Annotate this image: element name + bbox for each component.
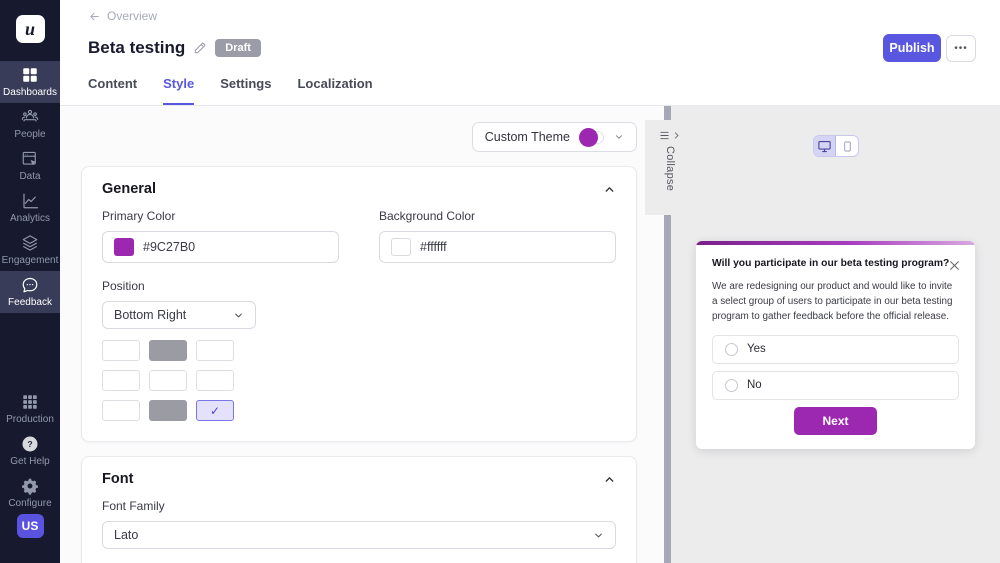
svg-text:?: ? [27,439,32,449]
